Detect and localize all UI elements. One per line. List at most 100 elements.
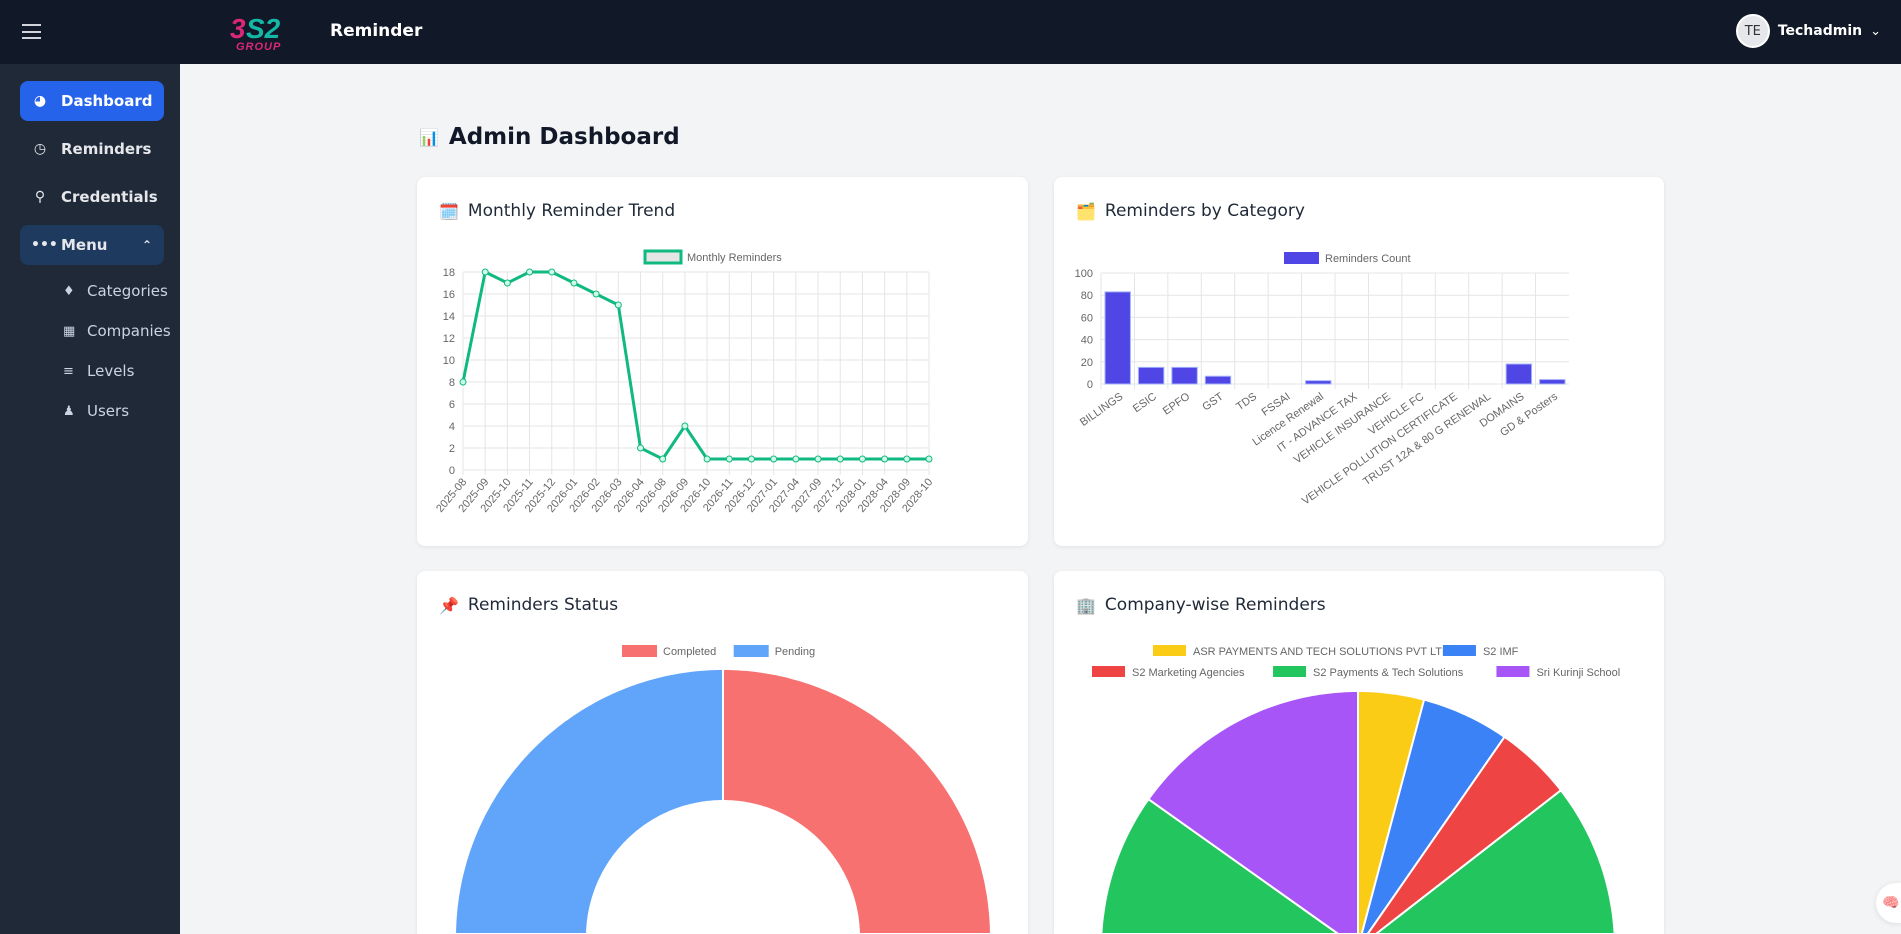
bar-chart-icon: 📊 <box>419 127 439 147</box>
y-tick-label: 100 <box>1075 268 1093 280</box>
data-point <box>858 455 866 463</box>
y-tick-label: 10 <box>443 355 455 367</box>
chevron-up-icon: ⌃ <box>141 238 152 252</box>
x-tick-label: GD & Posters <box>1498 390 1560 439</box>
y-tick-label: 18 <box>443 267 455 279</box>
sidebar-item-label: Reminders <box>61 140 152 158</box>
sliders-icon: ≡ <box>63 363 74 379</box>
card-company: 🏢 Company-wise Reminders ASR PAYMENTS AND… <box>1054 571 1664 934</box>
svg-text:S2: S2 <box>246 14 281 44</box>
data-point <box>770 455 778 463</box>
key-icon: ⚲ <box>34 189 46 205</box>
users-icon: ♟ <box>63 403 75 419</box>
data-point <box>659 455 667 463</box>
data-point <box>459 378 467 386</box>
y-tick-label: 8 <box>449 377 455 389</box>
sidebar-item-users[interactable]: ♟ Users <box>63 402 129 420</box>
building-icon: ▦ <box>63 323 76 339</box>
y-tick-label: 80 <box>1081 290 1093 302</box>
folder-icon: 🗂️ <box>1076 201 1096 221</box>
data-point <box>681 422 689 430</box>
data-point <box>481 268 489 276</box>
pin-icon: 📌 <box>439 595 459 615</box>
data-point <box>637 444 645 452</box>
legend-label: Completed <box>663 646 716 658</box>
sidebar: ◕ Dashboard ◷ Reminders ⚲ Credentials ••• Me… <box>0 64 180 934</box>
clock-icon: ◷ <box>33 141 47 157</box>
x-tick-label: EPFO <box>1161 390 1193 417</box>
top-header: 3 S2 GROUP Reminder TE Techadmin ⌄ <box>0 0 1901 64</box>
data-point <box>526 268 534 276</box>
legend-swatch <box>1284 252 1319 264</box>
slice <box>1100 789 1616 934</box>
slice <box>722 668 992 934</box>
card-monthly-trend: 🗓️ Monthly Reminder Trend 0 2 4 6 8 10 12 14 16 18… <box>417 177 1028 546</box>
data-point <box>614 301 622 309</box>
data-point <box>570 279 578 287</box>
x-tick-label: ESIC <box>1131 391 1159 416</box>
sidebar-item-label: Levels <box>87 362 135 380</box>
bar <box>1137 366 1165 385</box>
sidebar-item-companies[interactable]: ▦ Companies <box>63 322 171 340</box>
bar <box>1171 366 1198 385</box>
sidebar-item-reminders[interactable]: ◷ Reminders <box>20 129 164 169</box>
card-title-text: Reminders by Category <box>1104 201 1305 221</box>
card-status: 📌 Reminders Status Completed Pending <box>417 571 1028 934</box>
sidebar-item-categories[interactable]: ♦ Categories <box>63 282 168 300</box>
svg-text:GROUP: GROUP <box>236 41 281 52</box>
sidebar-item-levels[interactable]: ≡ Levels <box>63 362 134 380</box>
pie-chart: ASR PAYMENTS AND TECH SOLUTIONS PVT LTD S… <box>1092 645 1620 934</box>
sidebar-item-label: Credentials <box>61 188 158 206</box>
y-tick-label: 16 <box>443 289 455 301</box>
card-category: 🗂️ Reminders by Category 0 20 40 60 80 100 BILL… <box>1054 177 1664 546</box>
legend-label: Monthly Reminders <box>687 252 782 264</box>
sidebar-item-label: Categories <box>87 282 168 300</box>
doughnut-chart: Completed Pending <box>454 645 992 934</box>
legend-swatch <box>1153 645 1186 656</box>
bar <box>1104 291 1131 385</box>
y-tick-label: 60 <box>1081 312 1093 324</box>
legend-label: S2 Marketing Agencies <box>1132 667 1245 679</box>
calendar-icon: 🗓️ <box>439 201 459 221</box>
avatar: TE <box>1735 14 1770 48</box>
y-tick-label: 12 <box>443 333 455 345</box>
gauge-icon: ◕ <box>33 93 47 109</box>
data-point <box>903 455 911 463</box>
hamburger-menu-icon[interactable] <box>22 24 41 39</box>
slice <box>1366 735 1562 934</box>
data-point <box>747 455 755 463</box>
legend-swatch <box>1273 666 1307 677</box>
legend-swatch <box>643 249 683 265</box>
assistant-brain-button[interactable]: 🧠 <box>1876 883 1901 923</box>
slice <box>454 668 724 934</box>
y-tick-label: 2 <box>449 443 455 455</box>
user-name: Techadmin <box>1777 23 1863 39</box>
y-tick-label: 20 <box>1081 357 1093 369</box>
bar <box>1505 363 1533 385</box>
y-tick-label: 4 <box>449 421 455 433</box>
line-chart: 0246810121416182025-082025-092025-102025… <box>434 249 935 515</box>
y-tick-label: 0 <box>1087 379 1093 391</box>
slice <box>1147 690 1359 934</box>
data-point <box>592 290 600 298</box>
legend-swatch <box>733 645 769 657</box>
legend-label: Reminders Count <box>1325 253 1411 265</box>
sidebar-item-menu[interactable]: ••• Menu ⌃ <box>20 225 164 265</box>
data-point <box>792 455 800 463</box>
y-tick-label: 40 <box>1081 335 1093 347</box>
page-title-text: Admin Dashboard <box>448 124 680 150</box>
sidebar-item-dashboard[interactable]: ◕ Dashboard <box>20 81 164 121</box>
data-point <box>881 455 889 463</box>
legend-label: ASR PAYMENTS AND TECH SOLUTIONS PVT LTD <box>1193 646 1450 658</box>
sidebar-item-label: Users <box>87 402 130 420</box>
legend-label: S2 Payments & Tech Solutions <box>1313 667 1464 679</box>
office-building-icon: 🏢 <box>1076 595 1096 615</box>
x-tick-label: GST <box>1200 390 1226 413</box>
y-tick-label: 0 <box>449 465 455 477</box>
sidebar-item-credentials[interactable]: ⚲ Credentials <box>20 177 164 217</box>
card-title: 📌 Reminders Status <box>439 595 618 615</box>
legend-label: S2 IMF <box>1483 646 1519 658</box>
slice <box>1360 698 1506 934</box>
user-menu[interactable]: TE Techadmin ⌄ <box>1735 14 1881 48</box>
